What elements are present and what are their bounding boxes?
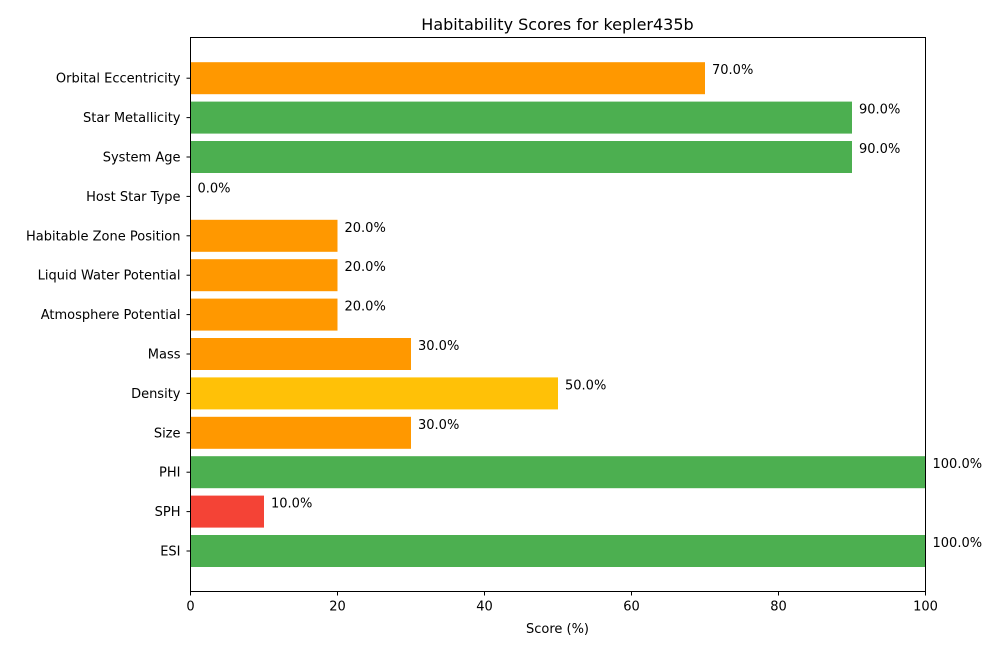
bar-phi (190, 456, 926, 489)
value-label-host-star-type: 0.0% (198, 181, 231, 196)
bar-star-metallicity (190, 101, 852, 134)
y-tick-label-liquid-water-potential: Liquid Water Potential (38, 269, 181, 284)
value-label-mass: 30.0% (418, 339, 459, 354)
bar-liquid-water-potential (190, 259, 338, 292)
x-tick-label-20: 20 (329, 600, 346, 615)
y-axis-ticks: ESI SPH PHI Size Density Mass Atmosphere Poten… (26, 72, 191, 560)
x-tick-label-100: 100 (913, 600, 938, 615)
y-tick-label-density: Density (131, 387, 181, 402)
x-axis-label: Score (%) (526, 622, 589, 637)
bar-habitable-zone-position (190, 219, 338, 252)
y-tick-label-habitable-zone-position: Habitable Zone Position (26, 229, 181, 244)
bar-sph (190, 495, 264, 528)
y-tick-label-sph: SPH (155, 505, 181, 520)
bar-atmosphere-potential (190, 298, 338, 331)
x-tick-label-40: 40 (476, 600, 493, 615)
value-label-density: 50.0% (565, 378, 606, 393)
y-tick-label-mass: Mass (148, 348, 181, 363)
x-axis-ticks: 0 20 40 60 80 100 (186, 591, 938, 615)
value-labels-group: 100.0% 10.0% 100.0% 30.0% 50.0% 30.0% 20.0% 20.… (198, 63, 983, 551)
bars-group (190, 62, 926, 567)
value-label-liquid-water-potential: 20.0% (345, 260, 386, 275)
y-tick-label-size: Size (154, 426, 181, 441)
bar-density (190, 377, 558, 410)
value-label-system-age: 90.0% (859, 142, 900, 157)
value-label-sph: 10.0% (271, 497, 312, 512)
x-tick-label-60: 60 (623, 600, 640, 615)
value-label-orbital-eccentricity: 70.0% (712, 63, 753, 78)
value-label-atmosphere-potential: 20.0% (345, 300, 386, 315)
value-label-star-metallicity: 90.0% (859, 103, 900, 118)
bar-esi (190, 535, 926, 567)
y-tick-label-star-metallicity: Star Metallicity (83, 111, 181, 126)
y-tick-label-system-age: System Age (103, 151, 181, 166)
value-label-esi: 100.0% (933, 536, 983, 551)
y-tick-label-host-star-type: Host Star Type (86, 190, 180, 205)
y-tick-label-phi: PHI (159, 466, 180, 481)
value-label-size: 30.0% (418, 418, 459, 433)
value-label-habitable-zone-position: 20.0% (345, 221, 386, 236)
bar-mass (190, 338, 411, 370)
y-tick-label-esi: ESI (160, 545, 180, 560)
bar-system-age (190, 141, 852, 173)
bar-size (190, 416, 411, 449)
y-tick-label-orbital-eccentricity: Orbital Eccentricity (56, 72, 181, 87)
x-tick-label-80: 80 (770, 600, 787, 615)
bar-orbital-eccentricity (190, 62, 705, 95)
value-label-phi: 100.0% (933, 457, 983, 472)
chart-title: Habitability Scores for kepler435b (421, 15, 693, 34)
plot-frame (190, 37, 926, 592)
y-tick-label-atmosphere-potential: Atmosphere Potential (41, 308, 181, 323)
x-tick-label-0: 0 (186, 600, 194, 615)
